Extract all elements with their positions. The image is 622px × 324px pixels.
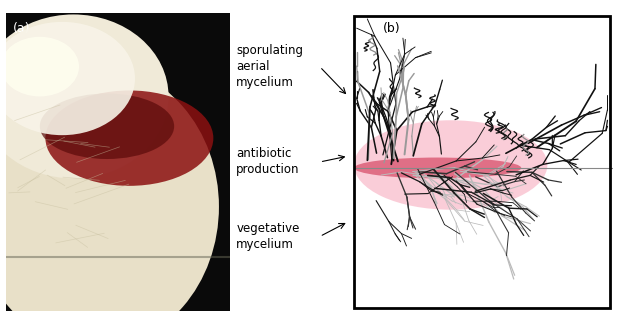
Text: vegetative
mycelium: vegetative mycelium: [236, 222, 300, 251]
Ellipse shape: [40, 93, 174, 159]
Text: (a): (a): [13, 22, 30, 35]
Ellipse shape: [0, 15, 169, 179]
Ellipse shape: [45, 90, 213, 186]
Ellipse shape: [354, 157, 521, 179]
Text: antibiotic
production: antibiotic production: [236, 147, 300, 177]
Text: (b): (b): [383, 22, 401, 35]
Ellipse shape: [0, 22, 135, 135]
Ellipse shape: [1, 37, 79, 97]
Ellipse shape: [0, 65, 219, 324]
Text: sporulating
aerial
mycelium: sporulating aerial mycelium: [236, 44, 304, 89]
Ellipse shape: [354, 120, 547, 210]
